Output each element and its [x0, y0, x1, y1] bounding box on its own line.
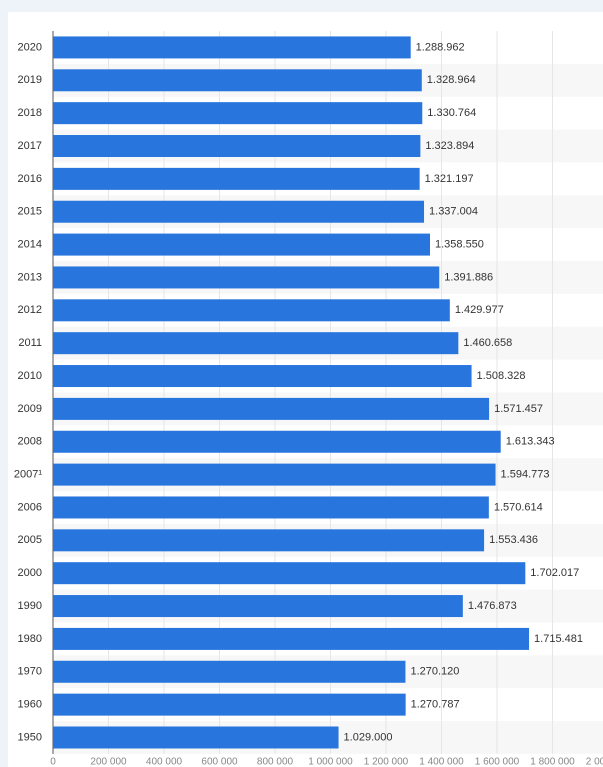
value-label: 1.476.873 [468, 600, 517, 612]
y-tick-label: 2014 [18, 238, 42, 250]
value-label: 1.702.017 [530, 567, 579, 579]
x-tick-label: 200 000 [90, 757, 127, 767]
bar [53, 430, 501, 453]
y-tick-label: 2007¹ [14, 469, 42, 481]
value-label: 1.270.787 [411, 699, 460, 711]
x-tick-label: 600 000 [201, 757, 238, 767]
value-label: 1.330.764 [427, 107, 476, 119]
y-tick-label: 2009 [18, 403, 42, 415]
bar [53, 496, 489, 519]
value-label: 1.391.886 [444, 271, 493, 283]
y-tick-label: 2008 [18, 436, 42, 448]
bar [53, 693, 406, 716]
y-tick-label: 2018 [18, 107, 42, 119]
bar [53, 660, 406, 683]
value-label: 1.613.343 [506, 436, 555, 448]
bar [53, 135, 421, 158]
bar [53, 102, 423, 125]
value-label: 1.029.000 [344, 731, 393, 743]
y-tick-label: 1990 [18, 600, 42, 612]
bar [53, 200, 425, 223]
x-tick-label: 2 000 000 [586, 757, 603, 767]
y-tick-label: 2005 [18, 534, 42, 546]
x-tick-label: 800 000 [257, 757, 294, 767]
bar [53, 69, 422, 92]
value-label: 1.508.328 [477, 370, 526, 382]
value-label: 1.460.658 [463, 337, 512, 349]
value-label: 1.571.457 [494, 403, 543, 415]
value-label: 1.288.962 [416, 41, 465, 53]
y-tick-label: 1970 [18, 666, 42, 678]
x-tick-label: 1 000 000 [308, 757, 353, 767]
y-tick-label: 2012 [18, 304, 42, 316]
y-tick-label: 2000 [18, 567, 42, 579]
bar [53, 726, 339, 749]
y-tick-label: 2011 [18, 337, 42, 349]
value-label: 1.321.197 [425, 173, 474, 185]
bar [53, 167, 420, 190]
bar [53, 36, 411, 59]
bar [53, 562, 526, 585]
value-label: 1.570.614 [494, 501, 543, 513]
value-label: 1.358.550 [435, 238, 484, 250]
y-tick-label: 2010 [18, 370, 42, 382]
value-label: 1.337.004 [429, 206, 478, 218]
bar [53, 233, 430, 256]
x-tick-label: 0 [50, 757, 56, 767]
y-tick-label: 2013 [18, 271, 42, 283]
x-tick-label: 1 600 000 [475, 757, 520, 767]
bar [53, 299, 450, 322]
value-label: 1.429.977 [455, 304, 504, 316]
x-tick-label: 400 000 [146, 757, 183, 767]
y-tick-label: 2006 [18, 501, 42, 513]
bar [53, 365, 472, 388]
bar [53, 397, 490, 420]
y-tick-label: 1960 [18, 699, 42, 711]
bar [53, 595, 463, 618]
x-tick-label: 1 200 000 [364, 757, 409, 767]
bar [53, 332, 459, 355]
value-label: 1.553.436 [489, 534, 538, 546]
bar [53, 463, 496, 486]
x-tick-label: 1 400 000 [419, 757, 464, 767]
bar [53, 266, 440, 289]
y-tick-label: 1950 [18, 731, 42, 743]
y-tick-label: 1980 [18, 633, 42, 645]
x-tick-label: 1 800 000 [530, 757, 575, 767]
value-label: 1.715.481 [534, 633, 583, 645]
value-label: 1.323.894 [425, 140, 474, 152]
y-tick-label: 2017 [18, 140, 42, 152]
y-tick-label: 2015 [18, 206, 42, 218]
bar [53, 529, 485, 552]
value-label: 1.328.964 [427, 74, 476, 86]
y-tick-label: 2016 [18, 173, 42, 185]
panel [8, 12, 603, 767]
value-label: 1.270.120 [410, 666, 459, 678]
y-tick-label: 2019 [18, 74, 42, 86]
bar [53, 627, 530, 650]
value-label: 1.594.773 [501, 469, 550, 481]
y-tick-label: 2020 [18, 41, 42, 53]
